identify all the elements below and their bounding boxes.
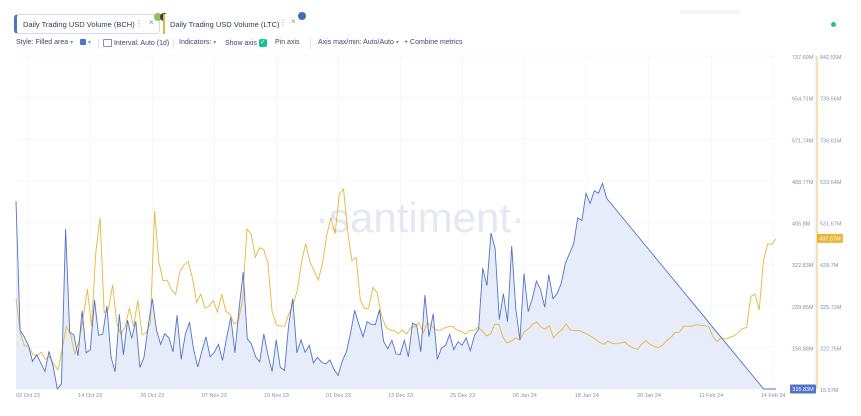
ltc-last-value-tag [817,233,843,243]
y-right-tick-label: 736.61M [820,138,842,144]
x-tick-label: 14 Oct 23 [78,393,102,399]
interval-selector[interactable]: Interval: Auto (1d) [103,39,169,47]
metric-chip-ltc[interactable]: Daily Trading USD Volume (LTC) ⋮ × [163,14,301,34]
x-tick-label: 06 Jan 24 [513,393,537,399]
chevron-down-icon: ▾ [88,40,92,46]
top-scrollbar[interactable] [680,10,740,14]
y-left-tick-label: 156.88M [792,346,814,352]
y-right-tick-label: 739.56M [820,97,842,103]
volume-chart[interactable]: ·santiment· 737.69M 842.55M 654.71M 739.56M 5… [0,52,861,416]
y-right-tick-label: 428.7M [820,263,839,269]
metric-chip-bch-label: Daily Trading USD Volume (BCH) [23,19,135,29]
close-icon[interactable]: × [291,17,296,26]
indicators-label: Indicators: [179,39,212,46]
y-left-tick-label: 405.8M [792,222,811,228]
y-left-tick-label: 654.71M [792,97,814,103]
y-left-tick-label: 571.74M [792,138,814,144]
x-tick-label: 14 Feb 24 [761,393,786,399]
chevron-down-icon: ▾ [213,40,217,46]
bch-last-value-text: 315.83M [792,387,814,393]
x-tick-label: 01 Dec 23 [326,393,351,399]
indicators-selector[interactable]: Indicators: ▾ [179,39,216,46]
y-left-tick-label: 322.83M [792,263,814,269]
menu-dots-icon[interactable]: ⋮ [135,19,143,28]
pin-axis-label: Pin axis [275,39,300,46]
y-right-tick-label: 633.64M [820,180,842,186]
x-tick-label: 26 Oct 23 [140,393,164,399]
x-tick-label: 13 Dec 23 [388,393,413,399]
toolbar-divider [98,39,99,49]
x-tick-label: 30 Jan 24 [637,393,661,399]
y-left-tick-label: 737.69M [792,55,814,61]
litecoin-badge-icon [298,12,306,20]
status-dot-icon [831,22,836,27]
color-swatch-icon [80,39,86,46]
x-tick-label: 02 Oct 23 [16,393,40,399]
y-right-tick-label: 842.55M [820,55,842,61]
show-axis-toggle[interactable]: Show axis ✓ [225,39,267,47]
pin-axis-toggle[interactable]: Pin axis [275,39,300,46]
bch-series-line [15,181,776,391]
combine-metrics-button[interactable]: + Combine metrics [404,39,463,46]
ltc-last-value-text: 437.57M [819,236,841,242]
y-right-tick-label: 222.75M [820,346,842,352]
toolbar-divider [173,39,174,49]
axis-minmax-label: Axis max/min: Auto/Auto [318,39,394,46]
metric-chip-bch[interactable]: Daily Trading USD Volume (BCH) ⋮ × [14,14,160,34]
style-label: Style: Filled area [16,39,69,46]
metrics-bar: Daily Trading USD Volume (BCH) ⋮ × Daily… [0,0,861,36]
color-picker[interactable]: ▾ [80,39,91,46]
axis-minmax-selector[interactable]: Axis max/min: Auto/Auto ▾ [318,39,399,46]
x-tick-label: 18 Jan 24 [575,393,599,399]
y-right-tick-label: 325.72M [820,305,842,311]
combine-metrics-label: + Combine metrics [404,39,463,46]
x-tick-label: 07 Nov 23 [202,393,227,399]
x-tick-label: 19 Nov 23 [264,393,289,399]
show-axis-label: Show axis [225,39,257,47]
x-tick-label: 11 Feb 24 [699,393,723,399]
checkbox-icon: ✓ [258,39,267,47]
toolbar-divider [310,39,311,49]
interval-label: Interval: Auto (1d) [113,39,170,47]
chart-toolbar: Style: Filled area ▾ ▾ Interval: Auto (1d… [0,38,861,51]
chevron-down-icon: ▾ [70,40,74,46]
ltc-series-line [15,188,777,371]
calendar-icon [103,39,112,47]
y-right-tick-label: 15.57M [820,388,839,394]
menu-dots-icon[interactable]: ⋮ [279,18,287,27]
style-selector[interactable]: Style: Filled area ▾ [16,39,73,46]
y-left-tick-label: 239.85M [792,305,814,311]
chevron-down-icon: ▾ [395,40,399,46]
y-right-tick-label: 531.67M [820,222,842,228]
close-icon[interactable]: × [149,18,154,27]
bch-badge-icon [154,13,162,21]
bch-last-value-tag [790,384,816,394]
x-tick-label: 25 Dec 23 [450,393,475,399]
metric-chip-ltc-label: Daily Trading USD Volume (LTC) [170,19,280,29]
y-left-tick-label: 488.77M [792,180,814,186]
santiment-watermark: ·santiment· [315,194,525,241]
